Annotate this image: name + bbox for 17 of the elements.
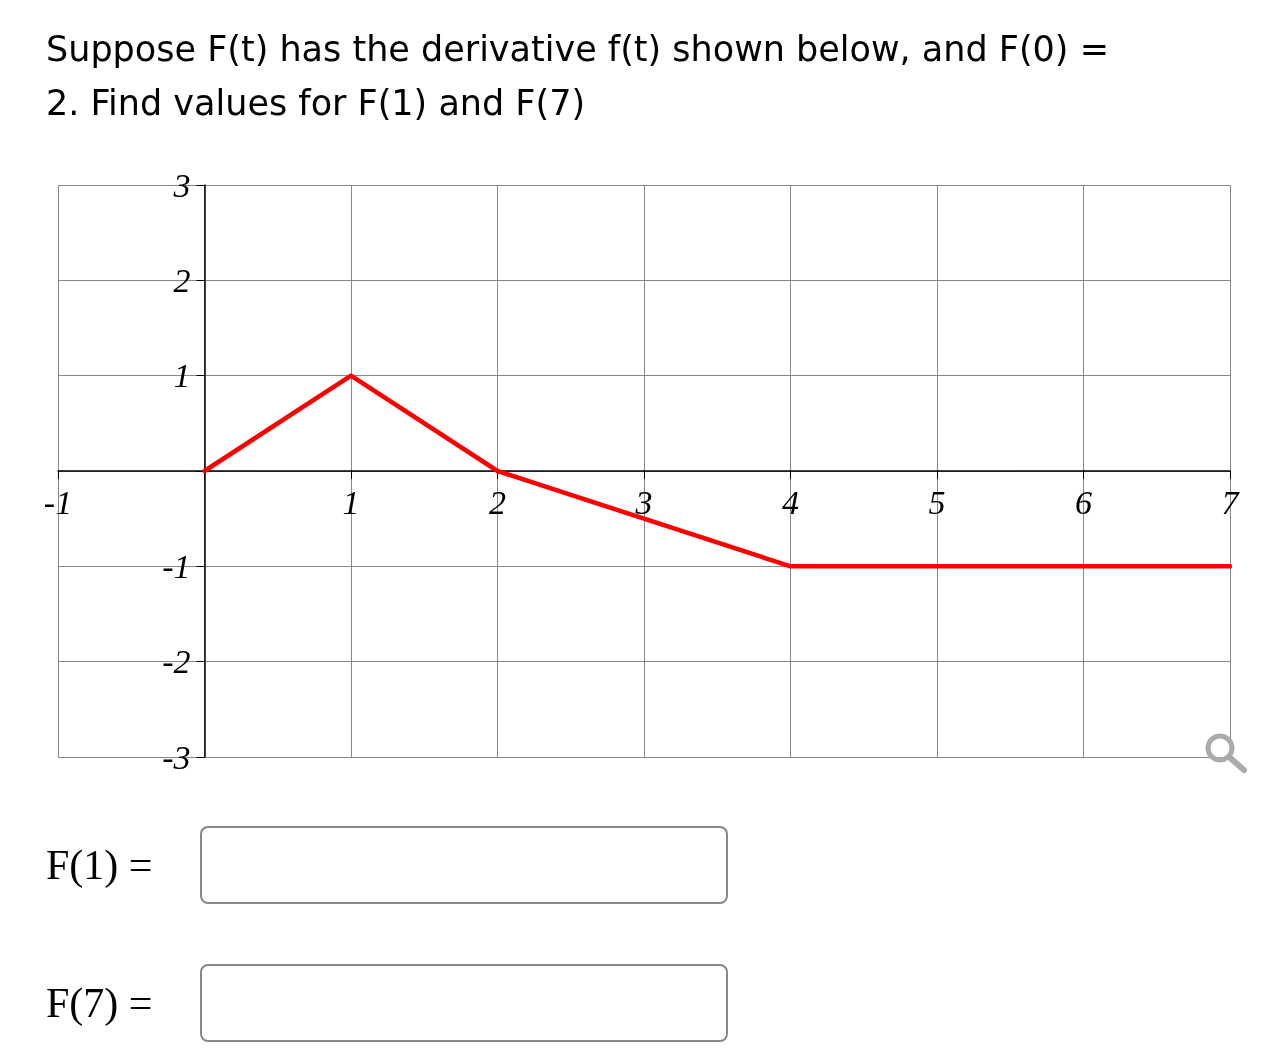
x-tick-label: 3 [634,483,653,521]
chart-title: Suppose F(t) has the derivative f(t) shown below, and F(0) = 2. Find values for F(1) and F(7) [46,28,1110,125]
x-tick-label: -1 [43,483,73,521]
x-tick-label: 4 [782,483,799,521]
text: F(1) = [46,841,154,889]
y-tick-label: 1 [173,357,191,395]
y-tick-label: -1 [162,547,191,585]
y-tick-label: 3 [172,166,191,204]
x-tick-label: 2 [489,483,506,521]
text: F(7) = [46,979,154,1027]
y-tick-label: -3 [162,738,191,776]
x-tick-label: 5 [928,483,946,521]
y-tick-label: -2 [162,643,191,681]
y-tick-label: 2 [173,261,191,299]
x-tick-label: 7 [1221,483,1241,521]
x-tick-label: 1 [342,483,360,521]
x-tick-label: 6 [1075,483,1092,521]
